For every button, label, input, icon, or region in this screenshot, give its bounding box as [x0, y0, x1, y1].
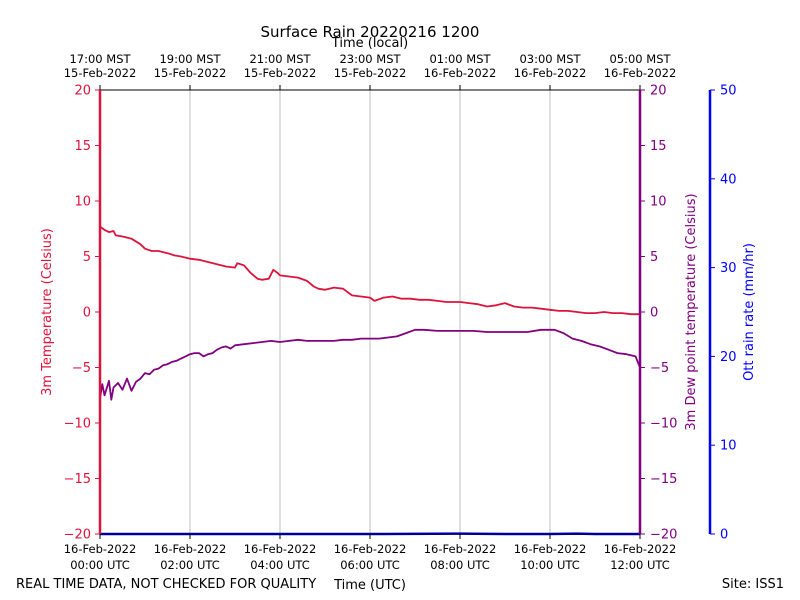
top-tick-date: 15-Feb-2022	[154, 66, 227, 80]
temp-axis-label: 3m Temperature (Celsius)	[40, 228, 55, 396]
dew-tick-label: 0	[650, 306, 658, 321]
bottom-tick-time: 06:00 UTC	[340, 558, 400, 572]
top-tick-time: 01:00 MST	[429, 52, 491, 66]
top-tick-time: 23:00 MST	[339, 52, 401, 66]
bottom-tick-time: 12:00 UTC	[610, 558, 670, 572]
top-tick-date: 15-Feb-2022	[334, 66, 407, 80]
top-tick-time: 21:00 MST	[249, 52, 311, 66]
top-tick-date: 16-Feb-2022	[514, 66, 587, 80]
bottom-tick-time: 08:00 UTC	[430, 558, 490, 572]
dew-tick-label: −10	[650, 417, 677, 432]
dew-tick-label: −15	[650, 472, 677, 487]
temp-tick-label: 10	[74, 195, 91, 210]
temp-tick-label: 5	[83, 250, 91, 265]
bottom-tick-date: 16-Feb-2022	[154, 542, 227, 556]
dew-tick-label: −5	[650, 361, 669, 376]
bottom-tick-date: 16-Feb-2022	[424, 542, 497, 556]
temp-tick-label: 0	[83, 306, 91, 321]
series-line-temp	[99, 225, 640, 316]
rain-tick-label: 0	[720, 528, 728, 543]
top-tick-time: 19:00 MST	[159, 52, 221, 66]
top-axis-label: Time (local)	[331, 36, 408, 51]
rain-tick-label: 20	[720, 350, 737, 365]
top-tick-date: 15-Feb-2022	[64, 66, 137, 80]
rain-axis-label: Ott rain rate (mm/hr)	[742, 243, 757, 381]
top-tick-time: 03:00 MST	[519, 52, 581, 66]
temp-tick-label: −5	[72, 361, 91, 376]
rain-tick-label: 40	[720, 172, 737, 187]
dew-tick-label: 10	[650, 195, 667, 210]
bottom-tick-date: 16-Feb-2022	[334, 542, 407, 556]
dew-tick-label: −20	[650, 528, 677, 543]
temp-tick-label: 20	[74, 84, 91, 99]
top-tick-date: 15-Feb-2022	[244, 66, 317, 80]
bottom-tick-date: 16-Feb-2022	[604, 542, 677, 556]
temp-tick-label: −20	[64, 528, 91, 543]
bottom-tick-date: 16-Feb-2022	[244, 542, 317, 556]
top-tick-date: 16-Feb-2022	[604, 66, 677, 80]
top-tick-time: 05:00 MST	[609, 52, 671, 66]
bottom-tick-date: 16-Feb-2022	[64, 542, 137, 556]
series-line-dew	[99, 328, 641, 401]
dew-tick-label: 5	[650, 250, 658, 265]
bottom-tick-time: 02:00 UTC	[160, 558, 220, 572]
temp-tick-label: −10	[64, 417, 91, 432]
bottom-tick-time: 00:00 UTC	[70, 558, 130, 572]
bottom-tick-time: 04:00 UTC	[250, 558, 310, 572]
top-tick-date: 16-Feb-2022	[424, 66, 497, 80]
temp-tick-label: 15	[74, 139, 91, 154]
site-label: Site: ISS1	[722, 577, 784, 592]
rain-tick-label: 50	[720, 84, 737, 99]
axes: 20151050−5−10−15−2020151050−5−10−15−2050…	[64, 52, 737, 572]
dew-axis-label: 3m Dew point temperature (Celsius)	[684, 193, 699, 430]
temp-tick-label: −15	[64, 472, 91, 487]
bottom-axis-label: Time (UTC)	[333, 578, 406, 593]
rain-tick-label: 10	[720, 439, 737, 454]
chart-title: Surface Rain 20220216 1200	[261, 23, 480, 41]
top-tick-time: 17:00 MST	[69, 52, 131, 66]
bottom-tick-time: 10:00 UTC	[520, 558, 580, 572]
bottom-tick-date: 16-Feb-2022	[514, 542, 587, 556]
rain-tick-label: 30	[720, 261, 737, 276]
quality-disclaimer: REAL TIME DATA, NOT CHECKED FOR QUALITY	[16, 577, 316, 592]
dew-tick-label: 20	[650, 84, 667, 99]
grid-lines	[189, 90, 551, 534]
dew-tick-label: 15	[650, 139, 667, 154]
